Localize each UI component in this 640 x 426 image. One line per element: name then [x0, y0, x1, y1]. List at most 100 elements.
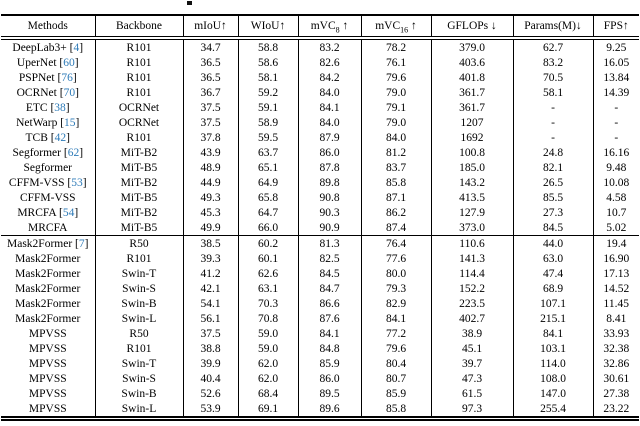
value-cell: 86.0 — [297, 371, 361, 386]
citation-link: 4 — [73, 41, 80, 54]
value-cell: 16.05 — [592, 55, 639, 70]
column-header: mIoU↑ — [182, 15, 238, 40]
table-row: CFFM-VSS [53] MiT-B2 44.9 64.9 89.8 85.8 143.2… — [1, 175, 639, 190]
value-cell: 58.1 — [237, 70, 298, 85]
value-cell: - — [592, 130, 639, 145]
method-cell: Mask2Former — [15, 267, 81, 280]
value-cell: 60.1 — [237, 251, 298, 266]
value-cell: 89.6 — [297, 401, 361, 419]
value-cell: 16.16 — [592, 145, 639, 160]
citation-link: 7 — [78, 237, 85, 250]
value-cell: 9.25 — [592, 38, 639, 55]
value-cell: 39.9 — [182, 356, 238, 371]
value-cell: 36.5 — [182, 55, 238, 70]
method-cell: Mask2Former [7] — [1, 235, 95, 251]
value-cell: 52.6 — [182, 386, 238, 401]
value-cell: 82.5 — [297, 251, 361, 266]
column-header: FPS↑ — [592, 15, 639, 40]
value-cell: 85.9 — [297, 356, 361, 371]
value-cell: 81.3 — [297, 235, 361, 251]
value-cell: 85.9 — [360, 386, 431, 401]
citation-link: 15 — [64, 116, 76, 129]
value-cell: 403.6 — [430, 55, 513, 70]
value-cell: 38.9 — [430, 326, 513, 341]
value-cell: 26.5 — [512, 175, 593, 190]
table-row: MRCFA [54] MiT-B2 45.3 64.7 90.3 86.2 127.9 27.… — [1, 205, 639, 220]
value-cell: 100.8 — [430, 145, 513, 160]
value-cell: 9.48 — [592, 160, 639, 175]
value-cell: 82.6 — [297, 55, 361, 70]
value-cell: 43.9 — [182, 145, 238, 160]
value-cell: 147.0 — [512, 386, 593, 401]
value-cell: 84.0 — [297, 115, 361, 130]
value-cell: 77.2 — [360, 326, 431, 341]
value-cell: 17.13 — [592, 266, 639, 281]
citation-link: 62 — [67, 146, 80, 159]
value-cell: 59.0 — [237, 341, 298, 356]
method-cell: MPVSS — [28, 357, 67, 370]
value-cell: 49.9 — [182, 220, 238, 236]
value-cell: 45.3 — [182, 205, 238, 220]
value-cell: 63.1 — [237, 281, 298, 296]
backbone-cell: Swin-S — [94, 371, 183, 386]
value-cell: 1692 — [430, 130, 513, 145]
value-cell: 58.1 — [512, 85, 593, 100]
value-cell: 89.8 — [297, 175, 361, 190]
value-cell: 24.8 — [512, 145, 593, 160]
table-row: MPVSS R101 38.8 59.0 84.8 79.6 45.1 103.1 32.38 — [1, 341, 639, 356]
value-cell: 60.2 — [237, 235, 298, 251]
table-row: Mask2Former Swin-L 56.1 70.8 87.6 84.1 402.7 21… — [1, 311, 639, 326]
table-row: MPVSS Swin-B 52.6 68.4 89.5 85.9 61.5 147.0 27.3… — [1, 386, 639, 401]
table-row: NetWarp [15] OCRNet 37.5 58.9 84.0 79.0 1207- - — [1, 115, 639, 130]
backbone-cell: R101 — [94, 130, 183, 145]
value-cell: 1207 — [430, 115, 513, 130]
value-cell: 84.1 — [297, 326, 361, 341]
value-cell: 84.7 — [297, 281, 361, 296]
value-cell: 223.5 — [430, 296, 513, 311]
value-cell: 14.39 — [592, 85, 639, 100]
value-cell: 64.9 — [237, 175, 298, 190]
backbone-cell: MiT-B5 — [94, 190, 183, 205]
method-cell: MRCFA — [28, 221, 68, 234]
value-cell: 58.6 — [237, 55, 298, 70]
table-row: UperNet [60] R101 36.5 58.6 82.6 76.1 403.6 83.… — [1, 55, 639, 70]
table-row: ETC [38] OCRNet 37.5 59.1 84.1 79.1 361.7- - — [1, 100, 639, 115]
method-cell: MRCFA [54] — [17, 206, 79, 219]
value-cell: 80.0 — [360, 266, 431, 281]
value-cell: 85.5 — [512, 190, 593, 205]
value-cell: 79.6 — [360, 341, 431, 356]
value-cell: 90.3 — [297, 205, 361, 220]
value-cell: 86.2 — [360, 205, 431, 220]
value-cell: 79.3 — [360, 281, 431, 296]
backbone-cell: R50 — [94, 235, 183, 251]
value-cell: 83.2 — [297, 38, 361, 55]
citation-link: 38 — [54, 101, 66, 114]
method-cell: Mask2Former — [15, 282, 81, 295]
citation-link: 54 — [62, 206, 75, 219]
value-cell: 127.9 — [430, 205, 513, 220]
value-cell: 10.7 — [592, 205, 639, 220]
value-cell: 78.2 — [360, 38, 431, 55]
value-cell: 114.4 — [430, 266, 513, 281]
backbone-cell: Swin-B — [94, 296, 183, 311]
value-cell: 64.7 — [237, 205, 298, 220]
value-cell: 89.5 — [297, 386, 361, 401]
value-cell: 39.3 — [182, 251, 238, 266]
value-cell: 80.7 — [360, 371, 431, 386]
value-cell: 56.1 — [182, 311, 238, 326]
value-cell: 40.4 — [182, 371, 238, 386]
method-cell: TCB [42] — [25, 131, 70, 144]
value-cell: 58.8 — [237, 38, 298, 55]
backbone-cell: Swin-L — [94, 401, 183, 419]
value-cell: 81.2 — [360, 145, 431, 160]
value-cell: 103.1 — [512, 341, 593, 356]
value-cell: 16.90 — [592, 251, 639, 266]
value-cell: 65.8 — [237, 190, 298, 205]
value-cell: 27.38 — [592, 386, 639, 401]
citation-link: 42 — [54, 131, 67, 144]
value-cell: 14.52 — [592, 281, 639, 296]
value-cell: 37.5 — [182, 326, 238, 341]
value-cell: 39.7 — [430, 356, 513, 371]
value-cell: 79.0 — [360, 115, 431, 130]
value-cell: 361.7 — [430, 85, 513, 100]
